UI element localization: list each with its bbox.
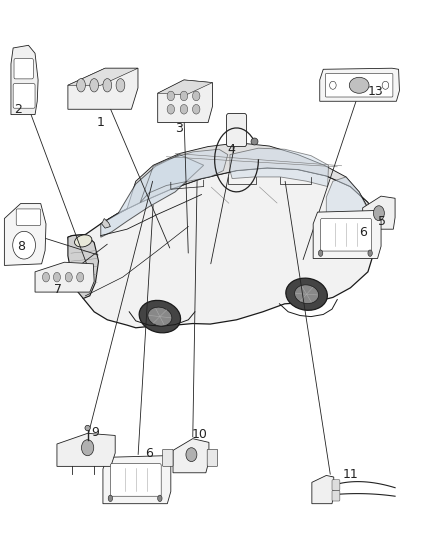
Ellipse shape bbox=[158, 495, 162, 502]
Ellipse shape bbox=[180, 91, 187, 101]
Text: 6: 6 bbox=[145, 447, 153, 459]
Ellipse shape bbox=[108, 495, 113, 502]
Text: 5: 5 bbox=[378, 215, 386, 228]
Ellipse shape bbox=[74, 235, 92, 247]
Polygon shape bbox=[68, 168, 374, 328]
Ellipse shape bbox=[192, 104, 200, 114]
FancyBboxPatch shape bbox=[162, 449, 173, 466]
Ellipse shape bbox=[148, 307, 172, 326]
Ellipse shape bbox=[295, 285, 318, 304]
FancyBboxPatch shape bbox=[16, 209, 41, 225]
Ellipse shape bbox=[349, 77, 369, 93]
Ellipse shape bbox=[42, 272, 49, 282]
Ellipse shape bbox=[116, 78, 125, 92]
Polygon shape bbox=[101, 143, 374, 257]
Ellipse shape bbox=[368, 250, 372, 256]
FancyBboxPatch shape bbox=[14, 59, 33, 79]
Polygon shape bbox=[158, 80, 212, 95]
Text: 13: 13 bbox=[368, 85, 384, 98]
FancyBboxPatch shape bbox=[321, 219, 371, 251]
Polygon shape bbox=[326, 177, 368, 256]
FancyBboxPatch shape bbox=[13, 84, 35, 108]
FancyBboxPatch shape bbox=[332, 480, 340, 490]
Polygon shape bbox=[320, 68, 399, 101]
Text: 9: 9 bbox=[92, 426, 99, 439]
Text: 2: 2 bbox=[14, 103, 22, 116]
Polygon shape bbox=[11, 45, 38, 115]
Polygon shape bbox=[173, 439, 209, 473]
Ellipse shape bbox=[81, 440, 94, 456]
Ellipse shape bbox=[186, 448, 197, 462]
Text: 6: 6 bbox=[360, 226, 367, 239]
Ellipse shape bbox=[85, 425, 90, 431]
Polygon shape bbox=[102, 219, 110, 228]
Ellipse shape bbox=[192, 91, 200, 101]
Ellipse shape bbox=[329, 82, 336, 90]
Ellipse shape bbox=[103, 78, 112, 92]
Text: 11: 11 bbox=[343, 468, 358, 481]
Text: 10: 10 bbox=[191, 428, 207, 441]
Polygon shape bbox=[140, 149, 228, 203]
Polygon shape bbox=[103, 456, 171, 504]
Polygon shape bbox=[68, 68, 138, 109]
Ellipse shape bbox=[167, 91, 174, 101]
Polygon shape bbox=[4, 204, 46, 265]
Text: 8: 8 bbox=[17, 240, 25, 253]
Ellipse shape bbox=[180, 104, 187, 114]
Polygon shape bbox=[101, 155, 204, 237]
Polygon shape bbox=[313, 211, 381, 259]
Text: 4: 4 bbox=[227, 143, 235, 156]
Polygon shape bbox=[35, 262, 94, 292]
Text: 7: 7 bbox=[54, 283, 62, 296]
Ellipse shape bbox=[167, 104, 174, 114]
Ellipse shape bbox=[373, 206, 385, 221]
Ellipse shape bbox=[53, 272, 60, 282]
Ellipse shape bbox=[77, 78, 85, 92]
Ellipse shape bbox=[318, 250, 323, 256]
Polygon shape bbox=[158, 80, 212, 123]
Ellipse shape bbox=[382, 82, 389, 90]
FancyBboxPatch shape bbox=[332, 490, 340, 501]
Polygon shape bbox=[312, 475, 334, 504]
FancyBboxPatch shape bbox=[325, 74, 393, 97]
FancyBboxPatch shape bbox=[226, 114, 247, 147]
Polygon shape bbox=[68, 68, 138, 85]
Ellipse shape bbox=[77, 272, 84, 282]
Polygon shape bbox=[68, 235, 99, 298]
Text: 1: 1 bbox=[97, 116, 105, 129]
Polygon shape bbox=[363, 196, 395, 229]
Ellipse shape bbox=[13, 231, 35, 259]
Ellipse shape bbox=[286, 278, 327, 310]
FancyBboxPatch shape bbox=[110, 464, 161, 496]
Polygon shape bbox=[230, 148, 328, 187]
Ellipse shape bbox=[139, 301, 180, 333]
Ellipse shape bbox=[65, 272, 72, 282]
FancyBboxPatch shape bbox=[207, 449, 218, 466]
Ellipse shape bbox=[90, 78, 99, 92]
Text: 3: 3 bbox=[175, 123, 183, 135]
Polygon shape bbox=[57, 433, 115, 466]
